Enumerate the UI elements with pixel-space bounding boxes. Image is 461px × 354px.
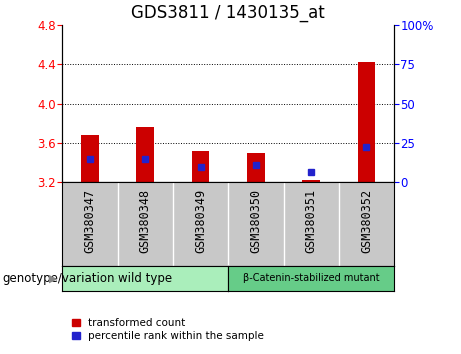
Title: GDS3811 / 1430135_at: GDS3811 / 1430135_at (131, 4, 325, 22)
Legend: transformed count, percentile rank within the sample: transformed count, percentile rank withi… (67, 314, 268, 345)
Bar (136, 127, 154, 182)
Bar (358, 62, 375, 182)
Text: GSM380351: GSM380351 (305, 189, 318, 253)
Text: GSM380352: GSM380352 (360, 189, 373, 253)
Bar (81, 135, 99, 182)
Text: wild type: wild type (118, 272, 172, 285)
Bar (247, 153, 265, 182)
Text: β-Catenin-stabilized mutant: β-Catenin-stabilized mutant (243, 273, 379, 283)
Text: GSM380349: GSM380349 (194, 189, 207, 253)
Text: GSM380348: GSM380348 (139, 189, 152, 253)
Text: ▶: ▶ (49, 273, 58, 283)
Bar (192, 151, 209, 182)
Text: genotype/variation: genotype/variation (2, 272, 115, 285)
Bar (302, 180, 320, 182)
Text: GSM380347: GSM380347 (83, 189, 96, 253)
Text: GSM380350: GSM380350 (249, 189, 262, 253)
